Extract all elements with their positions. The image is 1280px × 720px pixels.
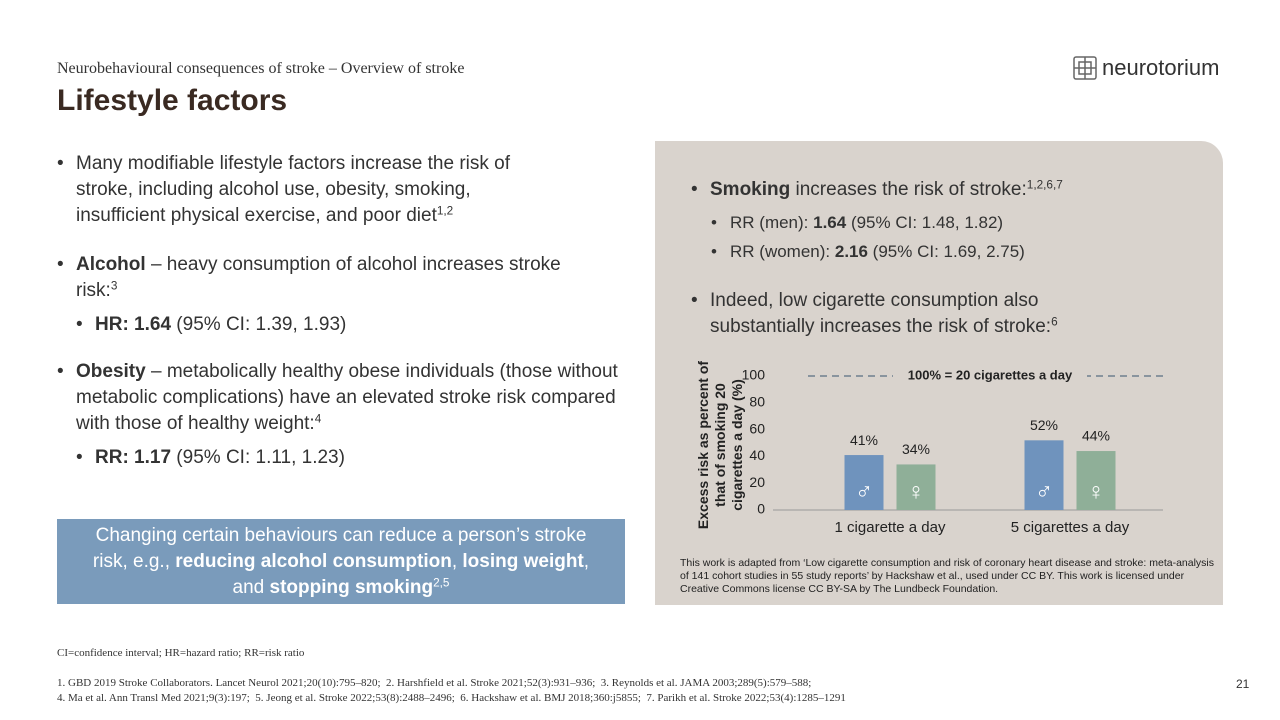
text: Many modifiable lifestyle factors increa… — [76, 153, 511, 226]
text: increases the risk of stroke: — [790, 179, 1027, 200]
reference-label: 100% = 20 cigarettes a day — [908, 367, 1073, 382]
series-symbol: ♀ — [1087, 478, 1105, 505]
text: (95% CI: 1.39, 1.93) — [171, 314, 347, 335]
text: stopping smoking — [269, 576, 434, 598]
bar — [896, 464, 936, 510]
value-label: 52% — [1030, 417, 1058, 433]
text: (95% CI: 1.69, 2.75) — [867, 242, 1025, 261]
text: HR: 1.64 — [95, 314, 172, 335]
text: , and — [232, 550, 590, 598]
reference-line: 1. GBD 2019 Stroke Collaborators. Lancet… — [57, 677, 812, 689]
series-symbol: ♀ — [907, 478, 925, 505]
y-tick-label: 40 — [749, 447, 765, 463]
sub-bullet: RR: 1.17 (95% CI: 1.11, 1.23) — [76, 445, 575, 471]
y-tick-label: 100 — [742, 367, 766, 383]
text: , — [451, 550, 463, 572]
series-symbol: ♂ — [1035, 478, 1053, 505]
superscript: 4 — [314, 412, 322, 426]
text: Alcohol — [76, 254, 146, 275]
bar — [1024, 440, 1064, 510]
title: Lifestyle factors — [57, 84, 288, 117]
subtitle: Neurobehavioural consequences of stroke … — [57, 60, 465, 77]
y-tick-label: 0 — [757, 501, 765, 517]
text: 2.16 — [834, 242, 868, 261]
text: Smoking — [710, 179, 791, 200]
bullet: Smoking increases the risk of stroke:1,2… — [691, 177, 1210, 203]
sub-bullet: RR (women): 2.16 (95% CI: 1.69, 2.75) — [711, 239, 1210, 265]
sub-bullet: HR: 1.64 (95% CI: 1.39, 1.93) — [76, 312, 575, 338]
reference-label-bg — [893, 367, 1087, 385]
superscript: 1,2 — [436, 204, 454, 218]
reference-line: 4. Ma et al. Ann Transl Med 2021;9(3):19… — [57, 692, 846, 704]
superscript: 1,2,6,7 — [1026, 178, 1063, 192]
abbreviations: CI=confidence interval; HR=hazard ratio;… — [57, 647, 305, 659]
text: reducing alcohol consumption — [175, 550, 452, 572]
superscript: 3 — [110, 279, 118, 293]
credit: This work is adapted from ‘Low cigarette… — [680, 557, 1215, 595]
x-tick-label: 5 cigarettes a day — [1011, 519, 1130, 536]
sub-bullet: RR (men): 1.64 (95% CI: 1.48, 1.82) — [711, 210, 1210, 236]
value-label: 34% — [902, 441, 930, 457]
text: Changing certain behaviours can reduce a… — [92, 524, 587, 572]
text: Indeed, low cigarette consumption also s… — [710, 290, 1052, 337]
logo-text: neurotorium — [1102, 55, 1220, 80]
page-number: 21 — [1236, 677, 1250, 691]
text: Obesity — [76, 361, 146, 382]
text: (95% CI: 1.48, 1.82) — [846, 213, 1004, 232]
y-tick-label: 20 — [749, 474, 765, 490]
callout-text: Changing certain behaviours can reduce a… — [91, 523, 591, 601]
text: – heavy consumption of alcohol increases… — [76, 254, 561, 301]
text: losing weight — [462, 550, 584, 572]
bar — [1076, 451, 1116, 510]
bar — [844, 455, 884, 510]
x-tick-label: 1 cigarette a day — [835, 519, 946, 536]
value-label: 44% — [1082, 428, 1110, 444]
bullet: Indeed, low cigarette consumption also s… — [691, 288, 1130, 340]
bullet: Obesity – metabolically healthy obese in… — [57, 359, 621, 437]
y-tick-label: 80 — [749, 394, 765, 410]
bullet: Alcohol – heavy consumption of alcohol i… — [57, 252, 576, 304]
superscript: 2,5 — [433, 576, 450, 590]
text: (95% CI: 1.11, 1.23) — [171, 447, 345, 468]
value-label: 41% — [850, 432, 878, 448]
series-symbol: ♂ — [855, 478, 873, 505]
text: RR (women): — [730, 242, 835, 261]
superscript: 6 — [1051, 315, 1058, 329]
text: RR: 1.17 — [95, 447, 172, 468]
callout: Changing certain behaviours can reduce a… — [57, 519, 625, 604]
logo-icon — [1073, 56, 1097, 80]
text: – metabolically healthy obese individual… — [76, 361, 618, 434]
bullet: Many modifiable lifestyle factors increa… — [57, 151, 556, 229]
y-tick-label: 60 — [749, 420, 765, 436]
text: 1.64 — [813, 213, 847, 232]
text: RR (men): — [730, 213, 814, 232]
